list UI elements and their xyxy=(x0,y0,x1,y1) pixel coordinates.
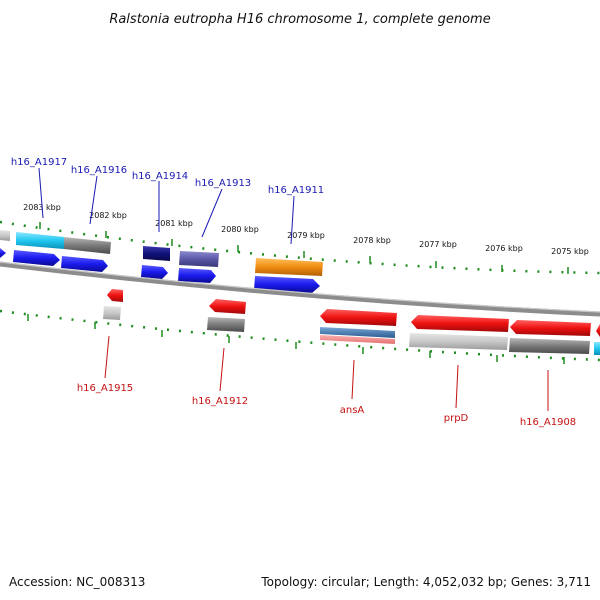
gene-h16-A1915-b[interactable] xyxy=(103,306,121,320)
genome-backbone xyxy=(0,261,600,317)
accession-text: Accession: NC_008313 xyxy=(9,575,145,589)
tick-label: 2080 kbp xyxy=(221,225,259,234)
gene-h16-A1916[interactable] xyxy=(64,237,111,254)
gene-h16-A1912-top[interactable] xyxy=(209,299,246,314)
top-leader-lines xyxy=(38,167,295,245)
inner-tick-track xyxy=(0,309,600,364)
tick-label: 2078 kbp xyxy=(353,236,391,245)
gene-h16-A1911[interactable] xyxy=(255,258,323,276)
gene-reverse-edge[interactable] xyxy=(596,324,600,337)
gene-fwd-2[interactable] xyxy=(61,256,108,272)
forward-strand-genes xyxy=(0,230,323,293)
gene-label-h16-A1908[interactable]: h16_A1908 xyxy=(520,417,576,428)
gene-label-h16-A1911[interactable]: h16_A1911 xyxy=(268,185,324,196)
tick-label: 2075 kbp xyxy=(551,247,589,256)
tick-label: 2081 kbp xyxy=(155,219,193,228)
gene-label-h16-A1917[interactable]: h16_A1917 xyxy=(11,157,67,168)
gene-label-h16-A1915[interactable]: h16_A1915 xyxy=(77,383,133,394)
reverse-strand-genes xyxy=(103,289,600,355)
chart-title: Ralstonia eutropha H16 chromosome 1, com… xyxy=(109,12,490,27)
tick-label: 2079 kbp xyxy=(287,231,325,240)
gene-h16-A1912[interactable] xyxy=(207,317,245,332)
gene-label-h16-A1913[interactable]: h16_A1913 xyxy=(195,178,251,189)
gene-h16-A1917[interactable] xyxy=(16,232,64,249)
gene-ansA-c[interactable] xyxy=(320,335,395,344)
gene-label-ansA[interactable]: ansA xyxy=(340,405,365,416)
gene-fwd-3[interactable] xyxy=(141,265,168,279)
bottom-gene-labels: h16_A1915 h16_A1912 ansA prpD h16_A1908 xyxy=(77,383,576,428)
bottom-leader-lines xyxy=(104,335,549,411)
genome-summary-text: Topology: circular; Length: 4,052,032 bp… xyxy=(260,575,591,589)
gene-fwd-4[interactable] xyxy=(178,268,216,283)
gene-h16-A1908-top[interactable] xyxy=(510,320,591,336)
gene-label-h16-A1914[interactable]: h16_A1914 xyxy=(132,171,188,182)
gene-fwd-5[interactable] xyxy=(254,276,320,293)
gene-h16-A1908[interactable] xyxy=(509,338,590,354)
gene-label-prpD[interactable]: prpD xyxy=(444,413,469,424)
gene-label-h16-A1912[interactable]: h16_A1912 xyxy=(192,396,248,407)
gene-forward-edge[interactable] xyxy=(0,248,6,258)
gene-fwd-1[interactable] xyxy=(13,250,60,266)
tick-label: 2082 kbp xyxy=(89,211,127,220)
major-ticks xyxy=(39,222,569,274)
tick-label: 2077 kbp xyxy=(419,240,457,249)
top-gene-labels: h16_A1917 h16_A1916 h16_A1914 h16_A1913 … xyxy=(11,157,324,196)
gene-prpD-top[interactable] xyxy=(411,315,509,332)
gene-h16-A1917-outer[interactable] xyxy=(0,230,10,241)
outer-tick-track xyxy=(0,220,600,275)
gene-h16-A1915[interactable] xyxy=(107,289,123,302)
gene-h16-A1914[interactable] xyxy=(143,246,170,261)
gene-h16-A1913[interactable] xyxy=(179,251,219,267)
tick-label: 2076 kbp xyxy=(485,244,523,253)
gene-ansA[interactable] xyxy=(320,309,397,326)
gene-ansA-b[interactable] xyxy=(320,327,395,338)
gene-prpD[interactable] xyxy=(409,333,508,350)
gene-label-h16-A1916[interactable]: h16_A1916 xyxy=(71,165,127,176)
gene-cyan-edge[interactable] xyxy=(594,342,600,355)
